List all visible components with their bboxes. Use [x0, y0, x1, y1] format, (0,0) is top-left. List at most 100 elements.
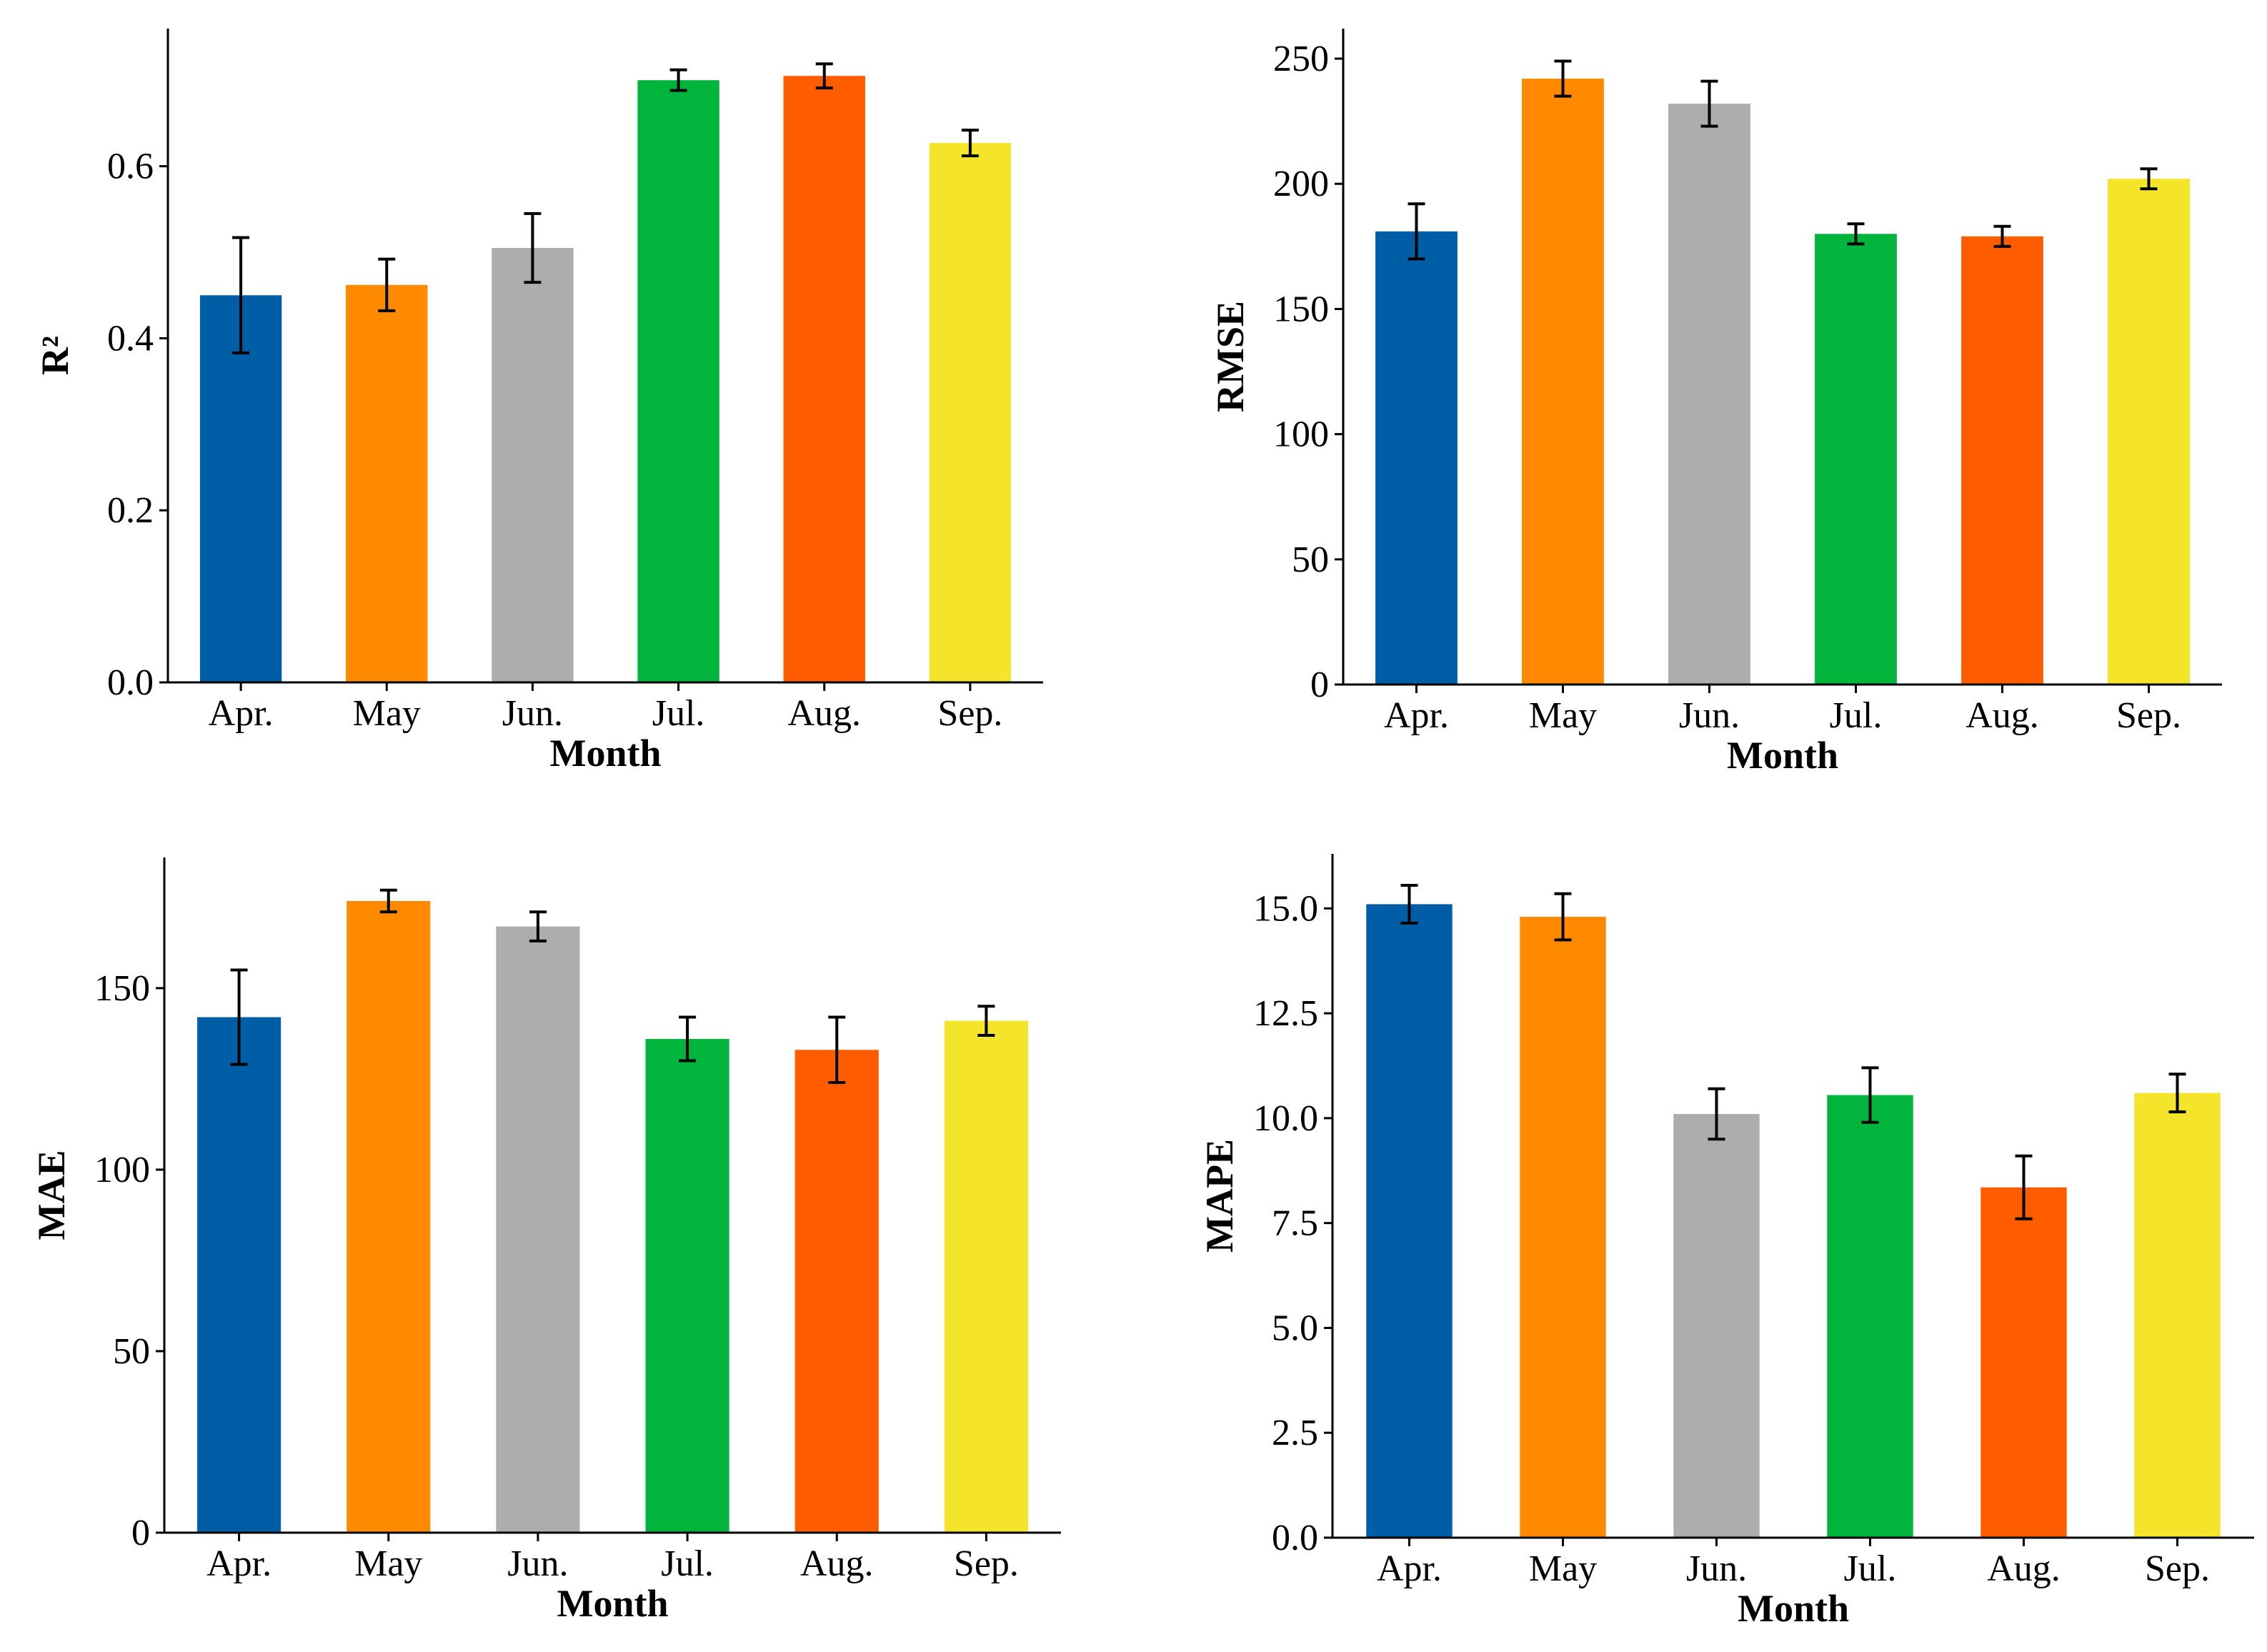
x-tick-label: Sep. [2145, 1548, 2210, 1589]
error-bar [828, 1015, 846, 1084]
x-tick-label: Jul. [661, 1543, 714, 1584]
bar-aug [1961, 236, 2043, 685]
x-tick-label: Jul. [1844, 1548, 1897, 1589]
y-tick-label: 12.5 [1253, 993, 1318, 1034]
x-tick-label: Jul. [1830, 695, 1883, 736]
y-tick-label: 200 [1273, 164, 1329, 204]
x-tick-label: Apr. [1384, 695, 1449, 736]
error-bar [378, 257, 396, 312]
error-bar [1554, 59, 1572, 98]
y-tick-label: 0.0 [1272, 1518, 1318, 1558]
x-tick-label: Apr. [1377, 1548, 1442, 1589]
error-bar [669, 68, 687, 92]
error-bar [232, 236, 250, 354]
x-tick-label: Jun. [1686, 1548, 1747, 1589]
bar-aug [1980, 1187, 2067, 1538]
y-tick-label: 50 [1292, 539, 1329, 580]
bar-sep [944, 1020, 1028, 1533]
y-tick-label: 15.0 [1253, 888, 1318, 929]
error-bar [1847, 222, 1865, 246]
error-bar [1861, 1066, 1879, 1124]
x-axis-title: Month [557, 1582, 668, 1625]
y-tick-label: 250 [1273, 39, 1329, 79]
chart-panel-mape: 0.0 2.5 5.0 7.5 10.0 12.5 15.0 Apr. May Jun. Jul. A… [1198, 854, 2254, 1630]
x-tick-label: Sep. [937, 693, 1002, 734]
x-tick-label: Apr. [206, 1543, 271, 1584]
y-axis-title: MAPE [1198, 1139, 1241, 1253]
x-tick-label: Aug. [1987, 1548, 2061, 1589]
y-tick-label: 100 [1273, 414, 1329, 455]
bar-apr [1366, 904, 1453, 1538]
x-axis-title: Month [1727, 734, 1838, 777]
y-axis-title: RMSE [1209, 301, 1252, 412]
y-tick-label: 0.6 [107, 146, 154, 187]
y-tick-label: 0 [1310, 665, 1329, 705]
y-tick-label: 0.4 [107, 318, 154, 359]
x-tick-label: Aug. [1965, 695, 2039, 736]
bar-may [1520, 917, 1606, 1538]
bar-may [346, 284, 428, 682]
error-bar [1554, 892, 1572, 942]
x-tick-label: May [1529, 1548, 1597, 1589]
error-bar [529, 910, 547, 942]
error-bar [1708, 1087, 1725, 1141]
bar-jul [637, 80, 719, 683]
x-tick-label: Aug. [800, 1543, 874, 1584]
y-tick-label: 0.2 [107, 490, 154, 531]
y-axis-title: R² [34, 336, 76, 375]
x-tick-label: Aug. [787, 693, 861, 734]
x-tick-label: Jun. [1679, 695, 1740, 736]
bar-sep [2108, 179, 2190, 685]
y-tick-label: 0 [131, 1513, 150, 1553]
chart-panel-rmse: 0 50 100 150 200 250 Apr. May Jun. Jul. Aug. Sep. Mo… [1209, 29, 2222, 777]
x-tick-label: Jul. [652, 693, 705, 734]
bar-jul [645, 1039, 729, 1533]
error-bar [2015, 1154, 2033, 1220]
y-tick-label: 100 [94, 1150, 150, 1190]
y-tick-label: 7.5 [1272, 1203, 1318, 1244]
error-bar [1400, 884, 1418, 925]
x-tick-label: Jun. [502, 693, 563, 734]
x-axis-title: Month [549, 732, 661, 775]
error-bar [2168, 1073, 2186, 1114]
y-tick-label: 50 [113, 1331, 150, 1372]
bar-aug [783, 76, 865, 682]
bar-jun [496, 926, 580, 1533]
chart-panel-r2: 0.0 0.2 0.4 0.6 Apr. May Jun. Jul. Aug. Sep. Month… [34, 29, 1043, 775]
bar-jun [492, 248, 574, 682]
y-axis-title: MAE [30, 1150, 73, 1240]
error-bar [2140, 167, 2158, 191]
error-bar [977, 1005, 995, 1037]
y-tick-label: 150 [94, 968, 150, 1009]
bar-jun [1668, 104, 1750, 685]
chart-panel-mae: 0 50 100 150 Apr. May Jun. Jul. Aug. Sep. Month MAE [30, 857, 1061, 1625]
y-tick-label: 0.0 [107, 662, 154, 703]
error-bar [815, 62, 833, 90]
x-tick-label: May [354, 1543, 422, 1584]
x-tick-label: May [353, 693, 421, 734]
x-tick-label: Sep. [2116, 695, 2181, 736]
x-tick-label: Jun. [507, 1543, 568, 1584]
bar-jun [1673, 1114, 1760, 1538]
bar-apr [1375, 231, 1458, 685]
bar-aug [794, 1050, 879, 1533]
error-bar [679, 1015, 697, 1063]
x-tick-label: May [1529, 695, 1597, 736]
bar-jul [1827, 1095, 1913, 1538]
bar-may [347, 900, 431, 1533]
error-bar [1700, 79, 1718, 128]
x-tick-label: Apr. [209, 693, 274, 734]
error-bar [1407, 202, 1425, 261]
bar-may [1522, 79, 1604, 685]
y-tick-label: 150 [1273, 289, 1329, 329]
x-axis-title: Month [1738, 1587, 1849, 1630]
bar-apr [199, 295, 282, 682]
y-tick-label: 10.0 [1253, 1098, 1318, 1139]
y-tick-label: 2.5 [1272, 1413, 1318, 1453]
error-bar [230, 968, 248, 1066]
x-tick-label: Sep. [954, 1543, 1019, 1584]
error-bar [1993, 224, 2011, 248]
bar-apr [197, 1017, 281, 1533]
bar-sep [929, 143, 1012, 682]
